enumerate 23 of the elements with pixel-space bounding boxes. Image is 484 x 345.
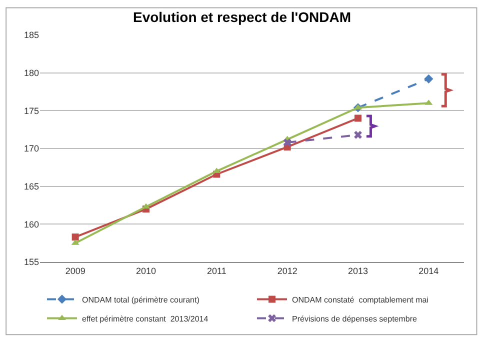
- chart-title: Evolution et respect de l'ONDAM: [132, 8, 352, 25]
- legend-label: Prévisions de dépenses septembre: [292, 314, 418, 324]
- y-tick-label: 180: [24, 68, 39, 78]
- point: [354, 114, 362, 122]
- x-tick-label: 2012: [277, 266, 298, 276]
- x-tick-label: 2014: [418, 266, 439, 276]
- y-tick-label: 160: [24, 219, 39, 230]
- point: [354, 130, 362, 139]
- legend-label: ONDAM constaté comptablement mai: [292, 295, 429, 304]
- legend-label: effet périmètre constant 2013/2014: [82, 314, 209, 324]
- x-tick-label: 2009: [65, 266, 86, 276]
- legend-label: ONDAM total (périmètre courant): [82, 295, 200, 304]
- point: [424, 74, 434, 84]
- y-tick-label: 170: [24, 144, 39, 154]
- y-tick-label: 165: [24, 181, 39, 192]
- y-tick-label: 175: [24, 106, 39, 116]
- y-tick-label: 185: [24, 30, 39, 40]
- x-tick-label: 2011: [206, 266, 226, 276]
- y-tick-label: 155: [24, 257, 39, 268]
- point: [283, 138, 292, 146]
- point: [72, 234, 79, 241]
- x-tick-label: 2013: [348, 266, 368, 276]
- x-tick-label: 2010: [136, 266, 156, 276]
